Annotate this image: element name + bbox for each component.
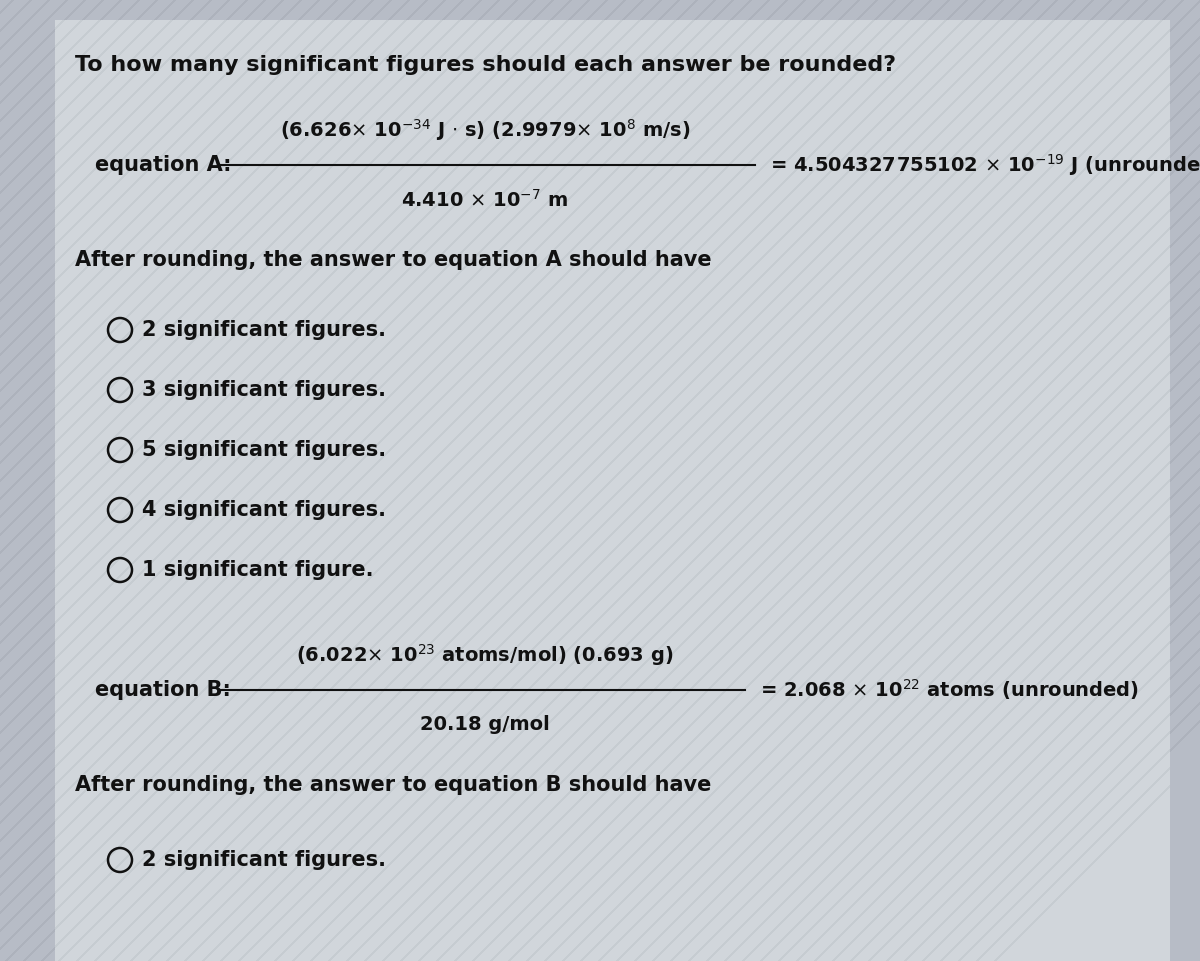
Text: After rounding, the answer to equation B should have: After rounding, the answer to equation B… xyxy=(74,775,712,795)
Text: 2 significant figures.: 2 significant figures. xyxy=(142,320,386,340)
Text: 1 significant figure.: 1 significant figure. xyxy=(142,560,373,580)
Text: (6.626$\times$ 10$^{-34}$ J $\cdot$ s) (2.9979$\times$ 10$^{8}$ m/s): (6.626$\times$ 10$^{-34}$ J $\cdot$ s) (… xyxy=(280,117,690,143)
Text: equation B:: equation B: xyxy=(95,680,230,700)
Text: 20.18 g/mol: 20.18 g/mol xyxy=(420,716,550,734)
Text: 4 significant figures.: 4 significant figures. xyxy=(142,500,386,520)
Text: 5 significant figures.: 5 significant figures. xyxy=(142,440,386,460)
Text: After rounding, the answer to equation A should have: After rounding, the answer to equation A… xyxy=(74,250,712,270)
Text: 2 significant figures.: 2 significant figures. xyxy=(142,850,386,870)
Text: 3 significant figures.: 3 significant figures. xyxy=(142,380,386,400)
Text: = 4.504327755102 $\times$ 10$^{-19}$ J (unrounded): = 4.504327755102 $\times$ 10$^{-19}$ J (… xyxy=(770,152,1200,178)
Text: 4.410 $\times$ 10$^{-7}$ m: 4.410 $\times$ 10$^{-7}$ m xyxy=(402,189,569,211)
Text: (6.022$\times$ 10$^{23}$ atoms/mol) (0.693 g): (6.022$\times$ 10$^{23}$ atoms/mol) (0.6… xyxy=(296,642,673,668)
Text: equation A:: equation A: xyxy=(95,155,232,175)
Text: To how many significant figures should each answer be rounded?: To how many significant figures should e… xyxy=(74,55,896,75)
Text: = 2.068 $\times$ 10$^{22}$ atoms (unrounded): = 2.068 $\times$ 10$^{22}$ atoms (unroun… xyxy=(760,678,1139,702)
